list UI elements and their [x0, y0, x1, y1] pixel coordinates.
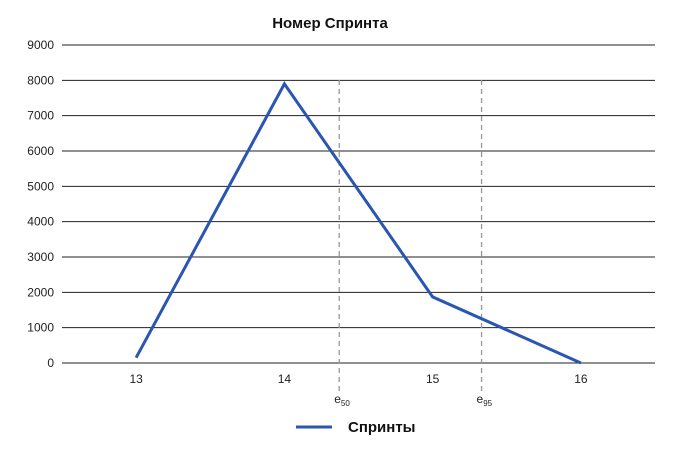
series-line-0	[134, 81, 582, 365]
y-tick-label-4000: 4000	[27, 215, 54, 229]
marker-label-e50: e50	[334, 392, 350, 408]
y-tick-label-3000: 3000	[27, 250, 54, 264]
chart-title: Номер Спринта	[272, 15, 388, 32]
y-tick-label-9000: 9000	[27, 38, 54, 52]
legend-label-sprinty: Спринты	[348, 419, 416, 436]
x-axis-tick-labels: 13 14 15 16	[129, 372, 587, 386]
marker-label-e95: e95	[477, 392, 493, 408]
legend: Спринты	[296, 419, 416, 436]
y-axis-tick-labels: 0 1000 2000 3000 4000 5000 6000 7000 8000 9000	[27, 38, 54, 370]
y-tick-label-2000: 2000	[27, 285, 54, 299]
x-tick-label-13: 13	[129, 372, 143, 386]
series-layer	[134, 81, 582, 365]
y-tick-label-6000: 6000	[27, 144, 54, 158]
grid-layer	[62, 44, 655, 364]
y-tick-label-5000: 5000	[27, 179, 54, 193]
x-tick-label-14: 14	[278, 372, 292, 386]
y-tick-label-0: 0	[47, 356, 54, 370]
y-tick-label-7000: 7000	[27, 109, 54, 123]
y-tick-label-1000: 1000	[27, 321, 54, 335]
x-tick-label-15: 15	[426, 372, 440, 386]
x-tick-label-16: 16	[574, 372, 588, 386]
marker-layer: e50 e95	[334, 80, 493, 408]
y-tick-label-8000: 8000	[27, 73, 54, 87]
